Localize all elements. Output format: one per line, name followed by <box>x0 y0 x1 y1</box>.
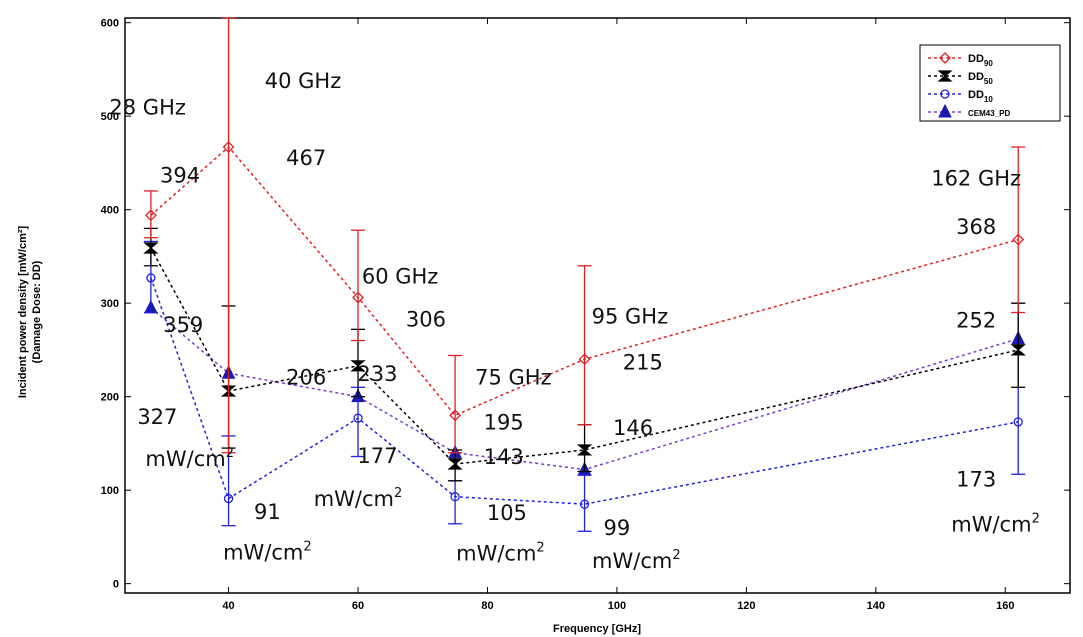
annotation-label: 60 GHz <box>362 265 438 289</box>
series-line-DD50 <box>150 247 1019 465</box>
annotation-label: 95 GHz <box>592 305 668 329</box>
y-axis-title-line1: Incident power density [mW/cm²] <box>17 225 29 398</box>
legend-marker <box>938 103 952 118</box>
annotation-label: 215 <box>623 351 663 375</box>
annotation-label: 359 <box>163 313 203 337</box>
data-point <box>1012 233 1025 246</box>
annotation-label: 40 GHz <box>265 69 341 93</box>
annotation-label: 173 <box>956 467 996 491</box>
annotation-label: 306 <box>406 308 446 332</box>
annotation-label: 99 <box>604 516 631 540</box>
legend-label: DD90 <box>968 53 993 68</box>
legend-label: DD50 <box>968 71 993 86</box>
data-point <box>144 209 157 222</box>
legend: DD90 DD50 DD10 CEM43_PD <box>919 44 1061 122</box>
x-tick-label: 40 <box>222 600 234 612</box>
series-line-CEM43_PD <box>150 307 1019 471</box>
data-point <box>146 273 156 283</box>
annotation-label: 206 <box>286 366 326 390</box>
legend-marker <box>940 89 950 99</box>
data-point <box>1013 417 1023 427</box>
axes: 40 60 80 100 120 140 160 0 100 200 300 400 500 600 <box>101 18 1070 612</box>
y-tick-label: 600 <box>101 18 119 30</box>
legend-label: DD10 <box>968 89 993 104</box>
y-tick-label: 200 <box>101 392 119 404</box>
data-point <box>450 492 460 502</box>
y-tick-label: 500 <box>101 111 119 123</box>
annotations: 28 GHz 394 40 GHz 467 359 206 327 mW/cm2 60 GHz 3… <box>109 69 1039 573</box>
y-tick-label: 300 <box>101 298 119 310</box>
data-point <box>352 291 364 304</box>
annotation-label: 394 <box>160 164 200 188</box>
series-line-DD10 <box>150 277 1019 505</box>
annotation-label: 105 <box>487 501 527 525</box>
data-point <box>447 458 463 470</box>
data-point <box>223 493 234 504</box>
annotation-label: 28 GHz <box>109 95 185 119</box>
annotation-label: 143 <box>484 445 524 469</box>
x-tick-label: 120 <box>737 600 755 612</box>
data-point <box>1010 344 1026 356</box>
annotation-label: mW/cm2 <box>314 486 403 511</box>
annotation-label: mW/cm2 <box>592 548 681 573</box>
legend-marker <box>939 52 951 64</box>
plot-area <box>124 17 1071 594</box>
annotation-label: 91 <box>254 500 281 524</box>
y-tick-label: 100 <box>101 485 119 497</box>
annotation-label: mW/cm2 <box>951 511 1040 536</box>
data-point <box>350 360 366 372</box>
annotation-label: 327 <box>137 405 177 429</box>
x-tick-label: 80 <box>481 600 493 612</box>
data-point <box>449 409 462 422</box>
annotation-label: 233 <box>357 362 397 386</box>
annotation-label: mW/cm2 <box>223 539 312 564</box>
annotation-label: 75 GHz <box>475 366 551 390</box>
x-tick-label: 160 <box>996 600 1014 612</box>
annotation-label: mW/cm2 <box>145 446 234 471</box>
x-axis-title: Frequency [GHz] <box>553 623 641 635</box>
data-point <box>576 444 593 456</box>
annotation-label: mW/cm2 <box>456 540 545 565</box>
series-layer <box>143 17 1026 532</box>
annotation-label: 368 <box>956 215 996 239</box>
data-point <box>578 353 591 366</box>
data-point <box>579 499 590 509</box>
legend-marker <box>937 70 953 82</box>
x-tick-label: 100 <box>608 600 626 612</box>
series-DD90 <box>143 17 1026 454</box>
annotation-label: 162 GHz <box>931 166 1021 190</box>
series-line-DD90 <box>150 145 1019 417</box>
y-tick-label: 400 <box>101 205 119 217</box>
x-tick-label: 60 <box>352 600 364 612</box>
annotation-label: 146 <box>613 416 653 440</box>
data-point <box>222 141 235 153</box>
annotation-label: 252 <box>956 308 996 332</box>
annotation-label: 195 <box>484 410 524 434</box>
annotation-label: 177 <box>357 444 397 468</box>
y-tick-label: 0 <box>113 579 119 591</box>
data-point <box>353 413 363 423</box>
x-tick-label: 140 <box>867 600 885 612</box>
legend-label: CEM43_PD <box>968 109 1010 118</box>
data-point <box>143 242 159 254</box>
annotation-label: 467 <box>286 146 326 170</box>
y-axis-title-line2: (Damage Dose: DD) <box>31 260 43 363</box>
